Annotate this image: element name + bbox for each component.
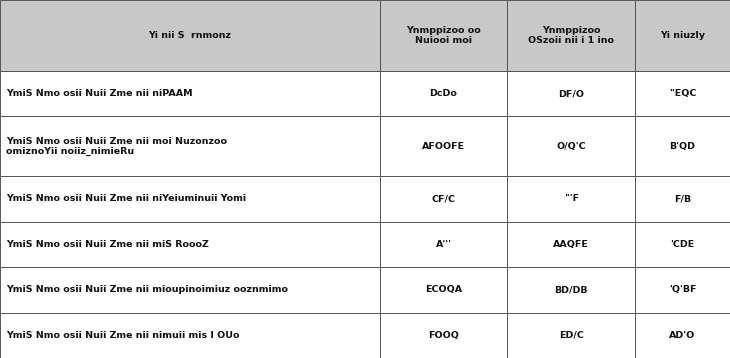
Bar (635, 313, 730, 358)
Bar (380, 313, 507, 358)
Bar (507, 71, 635, 116)
Text: Ynmppizoo
OSzoii nii i 1 ino: Ynmppizoo OSzoii nii i 1 ino (529, 26, 614, 45)
Text: 'Q'BF: 'Q'BF (669, 285, 696, 294)
Text: YmiS Nmo osii Nuii Zme nii mioupinoimiuz ooznmimo: YmiS Nmo osii Nuii Zme nii mioupinoimiuz… (6, 285, 288, 294)
Text: 'CDE: 'CDE (670, 240, 695, 249)
Bar (380, 267, 507, 313)
Bar (635, 222, 730, 267)
Text: CF/C: CF/C (431, 194, 456, 203)
Text: YmiS Nmo osii Nuii Zme nii moi Nuzonzoo
omiznoYii noiiz_nimieRu: YmiS Nmo osii Nuii Zme nii moi Nuzonzoo … (6, 136, 227, 156)
Text: ''EQC: ''EQC (669, 89, 696, 98)
Bar (0, 176, 380, 222)
Text: Yi niuzly: Yi niuzly (660, 31, 705, 40)
Bar (507, 313, 635, 358)
Bar (0, 267, 380, 313)
Text: Ynmppizoo oo
Nuiooi moi: Ynmppizoo oo Nuiooi moi (406, 26, 481, 45)
Bar (635, 176, 730, 222)
Text: YmiS Nmo osii Nuii Zme nii niPAAM: YmiS Nmo osii Nuii Zme nii niPAAM (6, 89, 193, 98)
Bar (507, 222, 635, 267)
Text: '''F: '''F (564, 194, 579, 203)
Text: ED/C: ED/C (558, 331, 584, 340)
Text: ECOQA: ECOQA (425, 285, 462, 294)
Bar (635, 116, 730, 176)
Bar (635, 0, 730, 71)
Text: BD/DB: BD/DB (555, 285, 588, 294)
Bar (380, 0, 507, 71)
Text: AD'O: AD'O (669, 331, 696, 340)
Text: YmiS Nmo osii Nuii Zme nii nimuii mis I OUo: YmiS Nmo osii Nuii Zme nii nimuii mis I … (6, 331, 239, 340)
Bar (0, 116, 380, 176)
Bar (0, 0, 380, 71)
Text: YmiS Nmo osii Nuii Zme nii miS RoooZ: YmiS Nmo osii Nuii Zme nii miS RoooZ (6, 240, 209, 249)
Bar (380, 176, 507, 222)
Bar (0, 71, 380, 116)
Text: F/B: F/B (674, 194, 691, 203)
Bar (635, 267, 730, 313)
Text: YmiS Nmo osii Nuii Zme nii niYeiuminuii Yomi: YmiS Nmo osii Nuii Zme nii niYeiuminuii … (6, 194, 246, 203)
Bar (507, 0, 635, 71)
Bar (380, 116, 507, 176)
Text: AAQFE: AAQFE (553, 240, 589, 249)
Text: Yi nii S  rnmonz: Yi nii S rnmonz (148, 31, 231, 40)
Bar (0, 313, 380, 358)
Bar (635, 71, 730, 116)
Bar (0, 222, 380, 267)
Text: B'QD: B'QD (669, 142, 696, 151)
Text: A''': A''' (436, 240, 451, 249)
Bar (507, 116, 635, 176)
Text: DcDo: DcDo (429, 89, 458, 98)
Bar (507, 176, 635, 222)
Text: AFOOFE: AFOOFE (422, 142, 465, 151)
Text: O/Q'C: O/Q'C (556, 142, 586, 151)
Bar (507, 267, 635, 313)
Bar (380, 71, 507, 116)
Bar (380, 222, 507, 267)
Text: FOOQ: FOOQ (428, 331, 459, 340)
Text: DF/O: DF/O (558, 89, 584, 98)
